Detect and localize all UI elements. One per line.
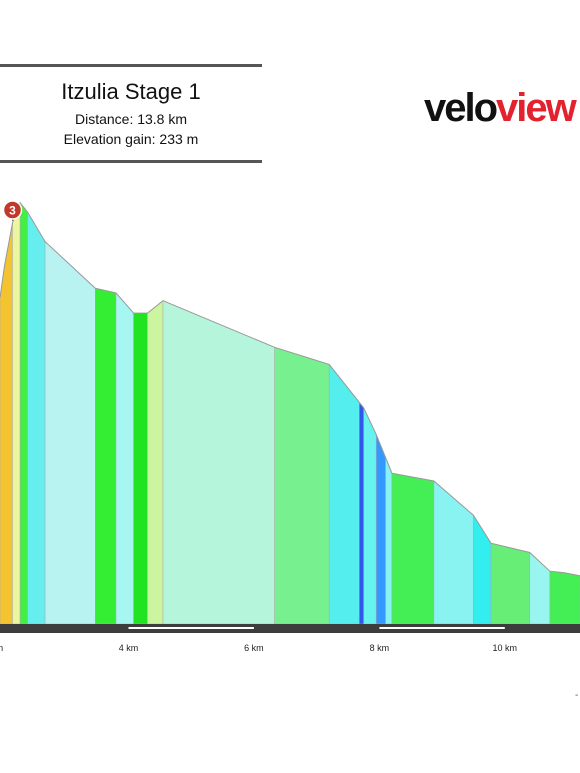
trailing-mark: - — [575, 690, 579, 701]
logo-text-view: view — [496, 86, 577, 130]
gradient-segment-12 — [359, 401, 364, 625]
gradient-segment-1 — [12, 202, 21, 625]
stage-elevation-gain: Elevation gain: 233 m — [63, 131, 199, 147]
gradient-segment-11 — [328, 363, 360, 625]
gradient-segment-4 — [44, 241, 96, 625]
gradient-segment-13 — [363, 407, 377, 625]
gradient-segment-14 — [375, 434, 386, 625]
climb-category-badge — [2, 200, 23, 220]
stage-header: Itzulia Stage 1 Distance: 13.8 km Elevat… — [0, 64, 262, 163]
gradient-segment-2 — [19, 202, 28, 625]
gradient-segment-17 — [433, 480, 474, 625]
gradient-segment-7 — [133, 312, 148, 625]
gradient-segment-18 — [473, 514, 492, 625]
gradient-segment-8 — [147, 300, 164, 625]
annotations: 3 — [2, 200, 23, 221]
x-tick-label: 8 km — [370, 643, 390, 653]
gradient-segment-21 — [549, 570, 580, 625]
gradient-segment-6 — [115, 292, 134, 625]
x-tick-label: 4 km — [119, 643, 139, 653]
axis-bar — [0, 624, 580, 633]
veloviewer-logo: veloview — [424, 86, 577, 130]
gradient-segment-5 — [95, 287, 117, 625]
stage-title: Itzulia Stage 1 — [61, 79, 201, 104]
gradient-segment-3 — [27, 211, 46, 625]
gradient-segment-10 — [274, 346, 330, 625]
gradient-segments — [0, 202, 580, 625]
axis-stripe-0 — [128, 627, 254, 629]
stage-distance: Distance: 13.8 km — [74, 111, 188, 127]
x-tick-label: 6 km — [244, 643, 264, 653]
gradient-segment-16 — [391, 472, 435, 625]
x-tick-label: m — [0, 643, 3, 653]
gradient-segment-15 — [385, 457, 393, 625]
axis-stripe-1 — [379, 627, 505, 629]
climb-category-label: 3 — [9, 204, 16, 218]
gradient-segment-19 — [490, 542, 531, 625]
logo-text-velo: velo — [424, 86, 498, 130]
x-tick-label: 10 km — [493, 643, 518, 653]
distance-axis: m 4 km 6 km 8 km 10 km — [0, 624, 580, 653]
gradient-segment-20 — [529, 551, 551, 625]
elevation-profile-chart: m 4 km 6 km 8 km 10 km 3 — [0, 200, 580, 653]
profile-outline — [0, 201, 580, 577]
gradient-segment-9 — [162, 300, 275, 625]
